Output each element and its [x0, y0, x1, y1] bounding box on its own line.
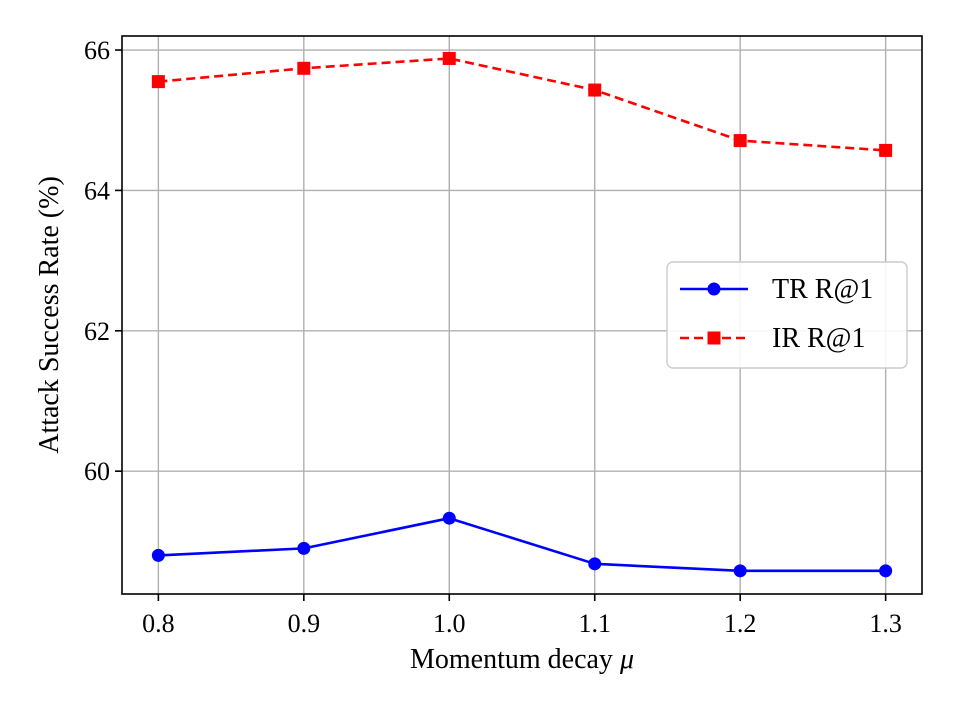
y-tick-labels: 60 62 64 66 [84, 36, 110, 486]
data-point [879, 143, 893, 157]
data-point [151, 75, 165, 89]
legend-label-ir: IR R@1 [772, 323, 865, 354]
plot-frame [121, 35, 923, 595]
data-point [442, 511, 456, 525]
x-tick-label: 1.0 [433, 609, 466, 638]
legend: TR R@1 IR R@1 [666, 261, 908, 369]
legend-marker-tr [707, 282, 721, 296]
axis-ticks [115, 49, 887, 601]
x-tick-label: 0.8 [142, 609, 175, 638]
data-point [879, 564, 893, 578]
data-point [588, 557, 602, 571]
legend-label-tr: TR R@1 [772, 274, 873, 305]
x-tick-label: 1.2 [724, 609, 757, 638]
legend-marker-ir [707, 331, 721, 345]
y-tick-label: 62 [84, 317, 110, 346]
data-point [297, 61, 311, 75]
y-tick-label: 60 [84, 457, 110, 486]
data-point [151, 548, 165, 562]
series-line-1 [158, 57, 886, 152]
data-point [442, 51, 456, 65]
data-point [297, 541, 311, 555]
x-tick-label: 1.3 [869, 609, 902, 638]
series-layer [151, 51, 893, 578]
y-tick-label: 64 [84, 176, 110, 205]
y-axis-label: Attack Success Rate (%) [34, 176, 65, 454]
data-point [733, 134, 747, 148]
data-point [588, 83, 602, 97]
x-tick-label: 1.1 [578, 609, 611, 638]
x-axis-label: Momentum decay μ [410, 644, 634, 675]
x-tick-labels: 0.8 0.9 1.0 1.1 1.2 1.3 [142, 609, 902, 638]
data-point [733, 564, 747, 578]
series-line-0 [158, 516, 886, 573]
y-tick-label: 66 [84, 36, 110, 65]
x-tick-label: 0.9 [288, 609, 321, 638]
